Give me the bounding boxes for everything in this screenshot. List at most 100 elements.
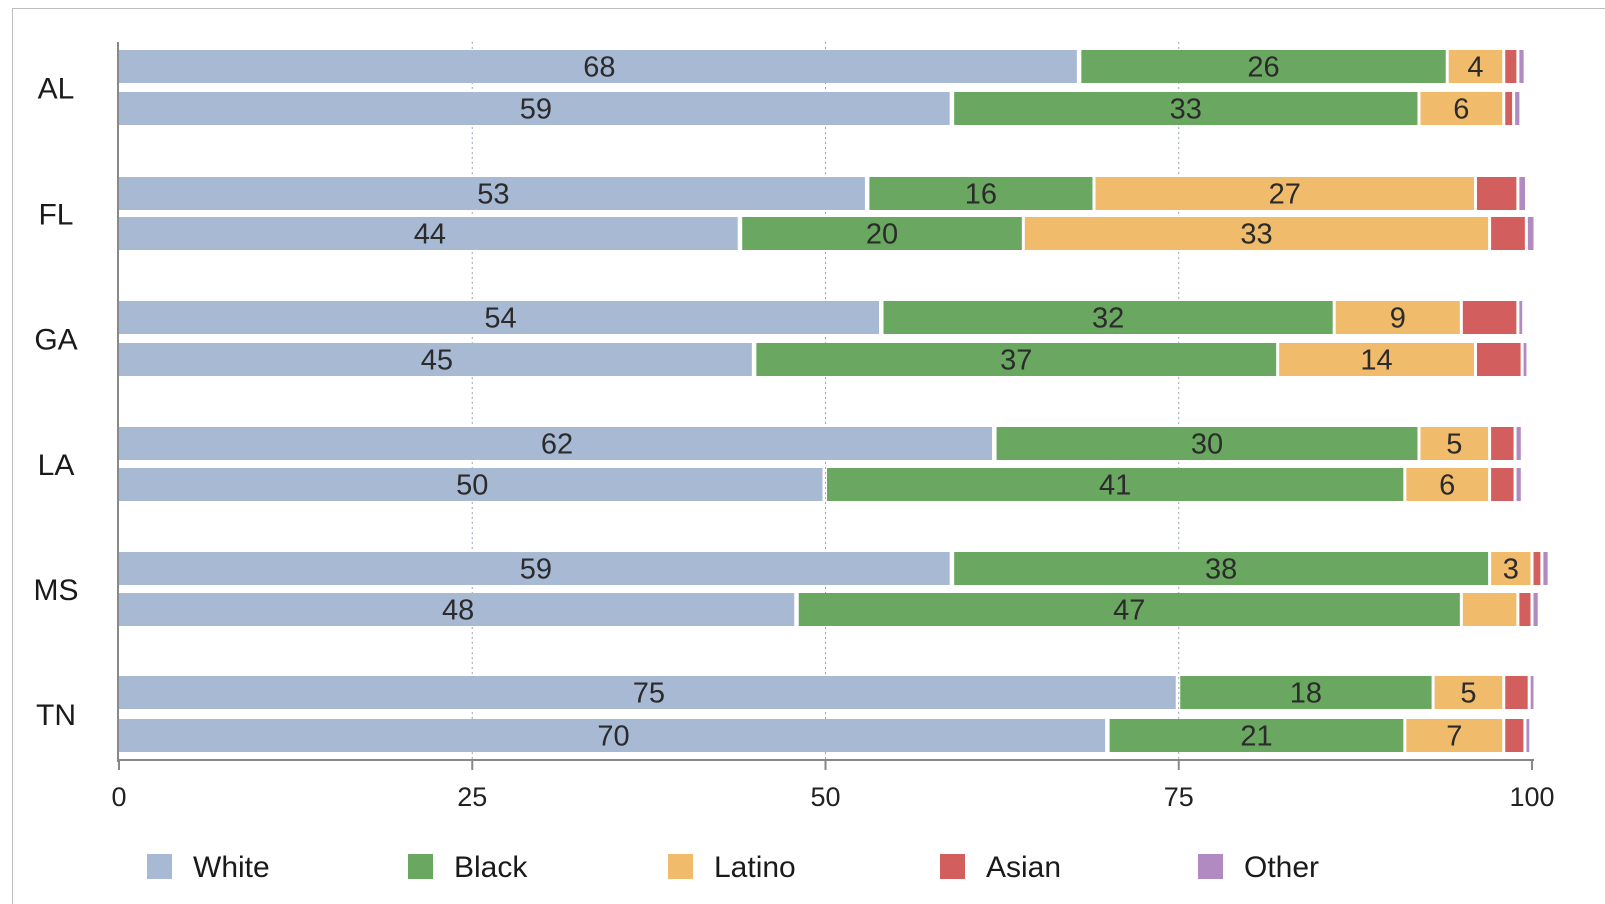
legend-label-white: White xyxy=(193,851,270,884)
bar-segment-black xyxy=(1180,676,1432,709)
bar-segment-white xyxy=(119,301,880,334)
data-label: 48 xyxy=(442,595,474,627)
bar-segment-black xyxy=(996,427,1418,460)
data-label: 75 xyxy=(633,678,665,710)
data-label: 70 xyxy=(597,721,629,753)
bar-segment-asian xyxy=(1505,92,1513,125)
data-label: 33 xyxy=(1170,94,1202,126)
bar-segment-black xyxy=(1109,719,1404,752)
bar-segment-asian xyxy=(1476,343,1521,376)
bar-segment-asian xyxy=(1491,468,1514,501)
bar-segment-black xyxy=(883,301,1333,334)
bar-segment-black xyxy=(742,217,1022,250)
bar-segment-latino xyxy=(1491,552,1531,585)
data-label: 5 xyxy=(1460,678,1476,710)
category-label: FL xyxy=(38,199,73,232)
x-tick-label: 0 xyxy=(111,782,126,812)
legend-label-asian: Asian xyxy=(986,851,1061,884)
data-label: 5 xyxy=(1446,429,1462,461)
bar-segment-other xyxy=(1527,217,1534,250)
category-label: TN xyxy=(36,699,76,732)
data-label: 27 xyxy=(1269,179,1301,211)
data-label: 44 xyxy=(414,219,446,251)
bar-segment-asian xyxy=(1491,427,1514,460)
bar-segment-latino xyxy=(1406,468,1489,501)
bar-segment-latino xyxy=(1420,427,1489,460)
bar-segment-black xyxy=(954,552,1489,585)
data-label: 9 xyxy=(1390,303,1406,335)
bar-segment-black xyxy=(798,593,1460,626)
bar-segment-asian xyxy=(1505,50,1517,83)
bar-segment-asian xyxy=(1533,552,1541,585)
category-label: LA xyxy=(38,449,75,482)
bar-segment-latino xyxy=(1434,676,1503,709)
data-label: 47 xyxy=(1113,595,1145,627)
legend-label-black: Black xyxy=(454,851,528,884)
bar-segment-other xyxy=(1526,719,1530,752)
bar-segment-white xyxy=(119,468,823,501)
legend-swatch-latino xyxy=(668,854,693,879)
chart-frame xyxy=(12,8,1605,904)
bar-segment-latino xyxy=(1335,301,1460,334)
bar-segment-latino xyxy=(1462,593,1517,626)
bar-segment-asian xyxy=(1462,301,1517,334)
x-tick-label: 75 xyxy=(1164,782,1194,812)
bar-segment-other xyxy=(1533,593,1538,626)
data-label: 33 xyxy=(1240,219,1272,251)
bar-segment-other xyxy=(1519,50,1524,83)
data-label: 38 xyxy=(1205,554,1237,586)
bar-segment-black xyxy=(1081,50,1446,83)
bar-segment-black xyxy=(954,92,1418,125)
data-label: 68 xyxy=(583,52,615,84)
data-label: 3 xyxy=(1503,554,1519,586)
bar-segment-white xyxy=(119,50,1077,83)
data-label: 16 xyxy=(965,179,997,211)
data-label: 54 xyxy=(484,303,516,335)
bar-segment-latino xyxy=(1448,50,1503,83)
x-tick-label: 50 xyxy=(810,782,840,812)
bar-segment-white xyxy=(119,593,795,626)
bar-segment-latino xyxy=(1279,343,1474,376)
bar-segment-other xyxy=(1519,301,1523,334)
bar-segment-other xyxy=(1530,676,1534,709)
data-label: 4 xyxy=(1467,52,1483,84)
data-label: 53 xyxy=(477,179,509,211)
data-label: 59 xyxy=(520,94,552,126)
bar-segment-other xyxy=(1523,343,1527,376)
data-label: 14 xyxy=(1360,345,1392,377)
bar-segment-white xyxy=(119,92,950,125)
data-label: 21 xyxy=(1240,721,1272,753)
bar-segment-other xyxy=(1516,427,1521,460)
data-label: 30 xyxy=(1191,429,1223,461)
bar-segment-asian xyxy=(1476,177,1517,210)
bar-segment-white xyxy=(119,427,993,460)
bar-segment-other xyxy=(1515,92,1520,125)
bar-segment-asian xyxy=(1505,676,1528,709)
bar-segment-latino xyxy=(1095,177,1474,210)
data-label: 45 xyxy=(421,345,453,377)
bar-segment-white xyxy=(119,676,1176,709)
legend-swatch-asian xyxy=(940,854,965,879)
data-label: 59 xyxy=(520,554,552,586)
bar-segment-other xyxy=(1516,468,1521,501)
data-label: 6 xyxy=(1439,470,1455,502)
bar-segment-other xyxy=(1543,552,1548,585)
legend-swatch-other xyxy=(1198,854,1223,879)
bar-segment-white xyxy=(119,719,1106,752)
bar-segment-asian xyxy=(1491,217,1525,250)
data-label: 41 xyxy=(1099,470,1131,502)
bar-segment-asian xyxy=(1519,593,1531,626)
x-tick-label: 100 xyxy=(1509,782,1554,812)
bar-segment-latino xyxy=(1024,217,1489,250)
legend-label-other: Other xyxy=(1244,851,1319,884)
data-label: 26 xyxy=(1247,52,1279,84)
data-label: 32 xyxy=(1092,303,1124,335)
category-label: GA xyxy=(34,324,77,357)
category-label: AL xyxy=(38,73,75,106)
bar-segment-white xyxy=(119,217,738,250)
legend-label-latino: Latino xyxy=(714,851,796,884)
data-label: 20 xyxy=(866,219,898,251)
bar-segment-black xyxy=(827,468,1404,501)
bar-segment-black xyxy=(869,177,1093,210)
